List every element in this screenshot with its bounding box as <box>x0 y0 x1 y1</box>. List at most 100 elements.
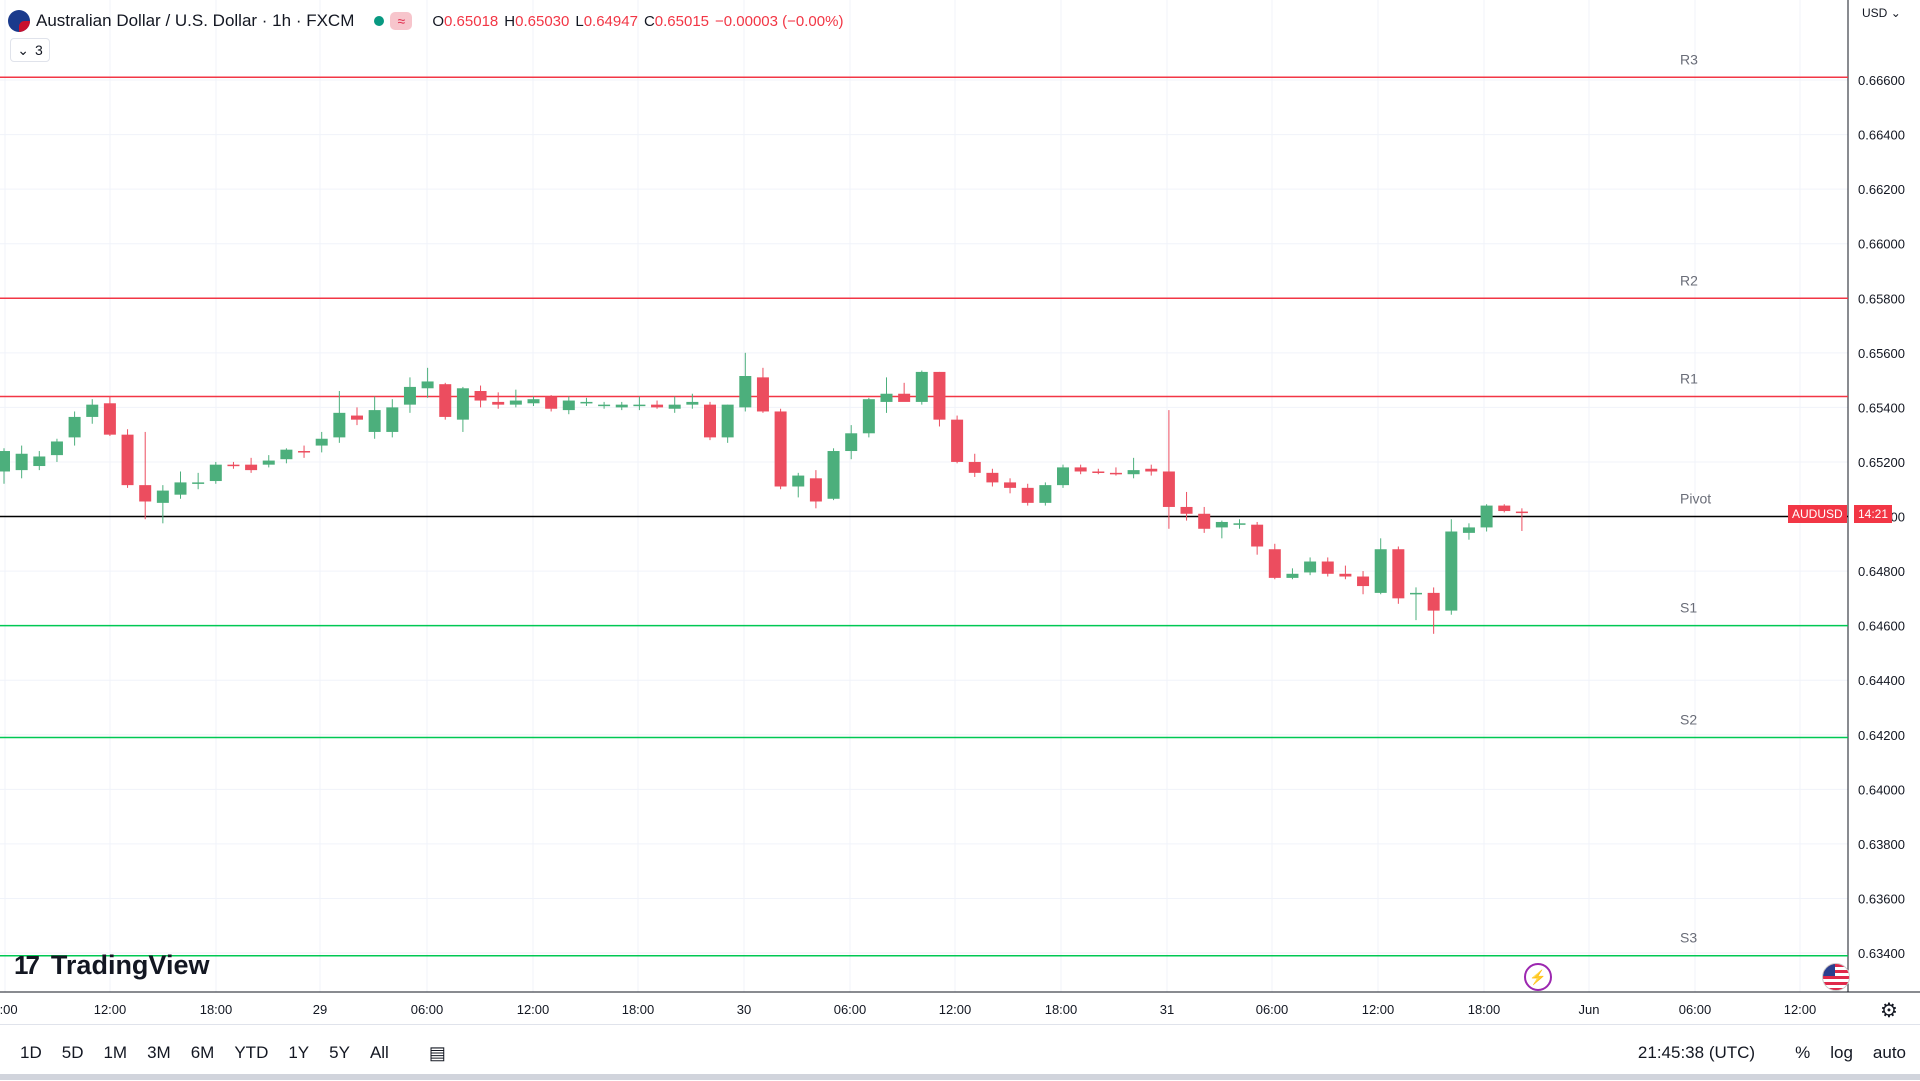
y-tick-label: 0.66200 <box>1858 182 1905 197</box>
settings-icon[interactable]: ⚙ <box>1880 1000 1898 1022</box>
range-ytd[interactable]: YTD <box>234 1043 269 1062</box>
chevron-down-icon: ⌄ <box>17 41 29 58</box>
candle-body <box>1074 467 1087 472</box>
level-label-s2: S2 <box>1680 711 1697 727</box>
candle-body <box>1357 576 1370 587</box>
tradingview-wordmark: TradingView <box>50 950 210 980</box>
candle-body <box>827 451 840 499</box>
candle-body <box>1004 482 1017 488</box>
percent-toggle[interactable]: % <box>1795 1043 1811 1062</box>
candle-body <box>774 411 787 487</box>
candle-body <box>915 371 928 402</box>
x-tick-label: 12:00 <box>1784 1002 1817 1017</box>
lightning-icon[interactable]: ⚡ <box>1524 963 1552 991</box>
auto-toggle[interactable]: auto <box>1872 1043 1906 1062</box>
ohlc-values: O0.65018 H0.65030 L0.64947 C0.65015 −0.0… <box>432 13 843 30</box>
candle-body <box>15 453 28 471</box>
candle-body <box>898 393 911 402</box>
y-tick-label: 0.64600 <box>1858 619 1905 634</box>
candle-body <box>456 388 469 420</box>
candle-body <box>280 449 293 460</box>
us-flag-icon[interactable] <box>1822 963 1850 991</box>
open-value: 0.65018 <box>444 12 499 30</box>
tradingview-logo[interactable]: 17 TradingView <box>14 950 209 981</box>
symbol-title[interactable]: Australian Dollar / U.S. Dollar · 1h · F… <box>36 11 355 30</box>
range-5d[interactable]: 5D <box>61 1043 84 1062</box>
candle-body <box>227 464 240 467</box>
candle-body <box>968 461 981 473</box>
candle-body <box>527 399 540 404</box>
y-tick-label: 0.65400 <box>1858 400 1905 415</box>
y-tick-label: 0.65200 <box>1858 455 1905 470</box>
y-tick-label: 0.63600 <box>1858 891 1905 906</box>
candle-body <box>704 404 716 438</box>
bottom-toolbar: 1D 5D 1M 3M 6M YTD 1Y 5Y All ▤ 21:45:38 … <box>0 1024 1920 1081</box>
candle-body <box>1109 472 1122 475</box>
range-1d[interactable]: 1D <box>20 1043 42 1062</box>
candle-body <box>0 451 10 472</box>
candle-body <box>562 400 575 411</box>
range-3m[interactable]: 3M <box>147 1043 171 1062</box>
level-label-s1: S1 <box>1680 600 1697 616</box>
candle-body <box>139 485 152 502</box>
candle-body <box>1374 549 1387 593</box>
candle-body <box>492 401 505 405</box>
level-label-r1: R1 <box>1680 370 1698 386</box>
candle-body <box>1198 513 1211 529</box>
x-tick-label: 06:00 <box>1256 1002 1289 1017</box>
scroll-strip <box>0 1074 1920 1080</box>
candle-body <box>86 404 99 417</box>
candle-body <box>1251 524 1264 547</box>
candle-body <box>439 384 452 417</box>
candle-body <box>315 438 328 446</box>
calendar-icon[interactable]: ▤ <box>428 1042 446 1063</box>
range-5y[interactable]: 5Y <box>329 1043 350 1062</box>
candle-body <box>403 386 416 405</box>
y-tick-label: 0.64000 <box>1858 782 1905 797</box>
currency-select[interactable]: USD ⌄ <box>1862 6 1901 20</box>
y-tick-label: 0.65600 <box>1858 346 1905 361</box>
candle-body <box>739 376 752 408</box>
range-6m[interactable]: 6M <box>190 1043 215 1062</box>
y-tick-label: 0.63800 <box>1858 837 1905 852</box>
candle-body <box>1304 561 1317 573</box>
x-tick-label: 31 <box>1160 1002 1174 1017</box>
x-tick-label: 18:00 <box>1468 1002 1501 1017</box>
indicators-count: 3 <box>34 42 43 58</box>
candle-body <box>368 410 381 432</box>
utc-clock[interactable]: 21:45:38 (UTC) <box>1637 1043 1756 1062</box>
y-tick-label: 0.64400 <box>1858 673 1905 688</box>
candle-body <box>156 490 169 503</box>
candle-body <box>386 407 399 432</box>
bottom-right-controls: 21:45:38 (UTC) % log auto <box>1638 1025 1906 1081</box>
low-label: L <box>575 12 584 30</box>
candle-body <box>333 412 346 438</box>
candle-body <box>845 433 858 452</box>
x-tick-label: 06:00 <box>1679 1002 1712 1017</box>
x-tick-label: 12:00 <box>94 1002 127 1017</box>
log-toggle[interactable]: log <box>1830 1043 1853 1062</box>
currency-chevron-icon: ⌄ <box>1890 6 1901 20</box>
tradingview-mark-icon: 17 <box>14 950 40 980</box>
candle-body <box>633 404 646 407</box>
candle-body <box>1092 471 1105 473</box>
range-all[interactable]: All <box>369 1043 389 1062</box>
candle-body <box>880 393 893 402</box>
candle-body <box>862 399 875 434</box>
y-tick-label: 0.66600 <box>1858 73 1905 88</box>
x-tick-label: 06:00 <box>411 1002 444 1017</box>
wave-icon[interactable]: ≈ <box>390 12 413 30</box>
candle-body <box>1127 470 1140 475</box>
flag-au-icon <box>8 10 30 32</box>
range-1y[interactable]: 1Y <box>288 1043 310 1062</box>
candle-body <box>351 415 363 420</box>
candle-body <box>1021 487 1034 503</box>
candle-body <box>651 404 664 408</box>
candle-body <box>1480 505 1493 528</box>
low-value: 0.64947 <box>583 12 638 30</box>
candle-body <box>721 404 734 438</box>
candle-body <box>756 377 769 412</box>
indicators-toggle[interactable]: ⌄ 3 <box>10 38 50 62</box>
range-1m[interactable]: 1M <box>103 1043 128 1062</box>
